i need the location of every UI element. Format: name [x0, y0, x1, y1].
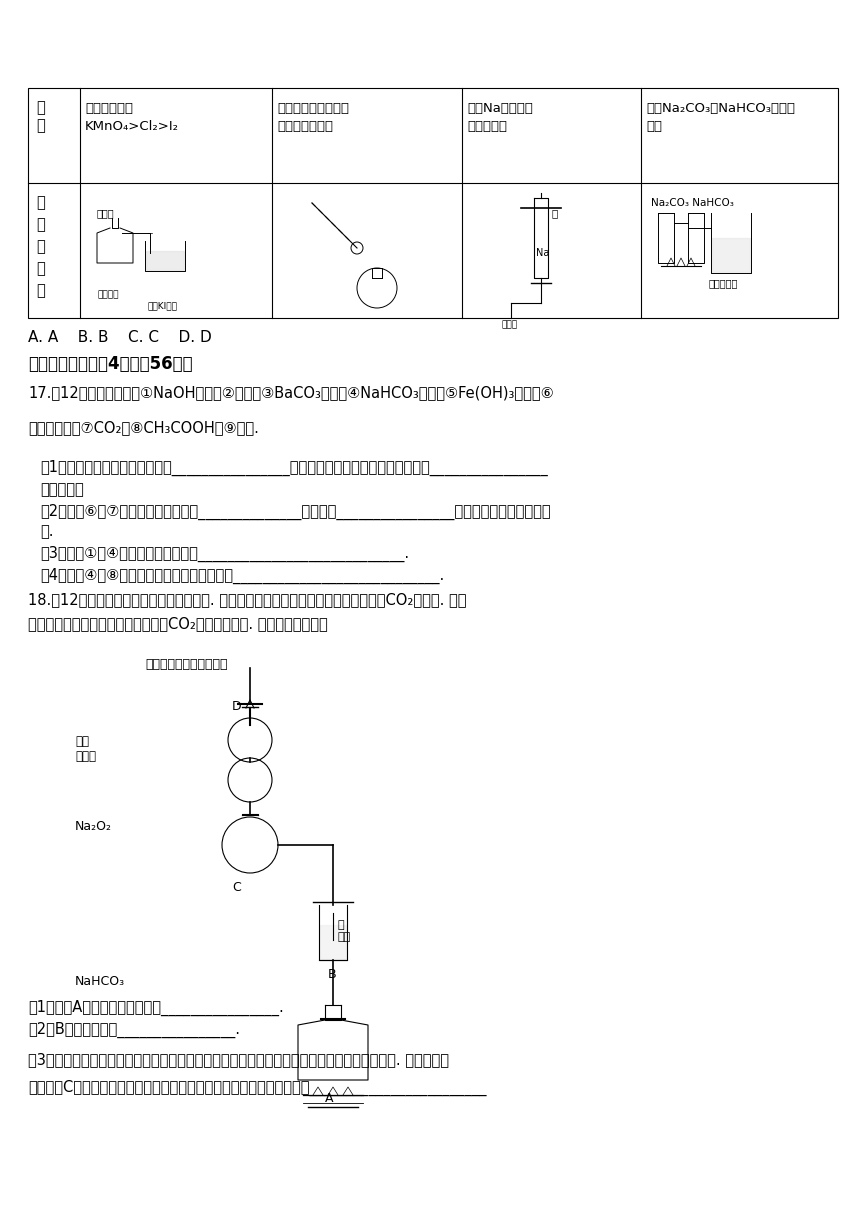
- Text: 置: 置: [36, 216, 45, 232]
- Text: 点燃的蚊香（下端点燃）: 点燃的蚊香（下端点燃）: [145, 658, 228, 671]
- Text: A. A    B. B    C. C    D. D: A. A B. B C. C D. D: [28, 330, 212, 345]
- Text: KMnO₄>Cl₂>I₂: KMnO₄>Cl₂>I₂: [85, 120, 179, 133]
- Text: （2）B装置的作用是________________.: （2）B装置的作用是________________.: [28, 1021, 240, 1038]
- Text: （1）写出A中反应的化学方程式________________.: （1）写出A中反应的化学方程式________________.: [28, 1000, 284, 1017]
- Text: NaHCO₃: NaHCO₃: [75, 975, 125, 987]
- Text: 的: 的: [36, 118, 45, 133]
- Text: 18.（12分）过氧化钠常作漂白剂、消毒剂. 过氧化钠经常因为保存不当容易吸收空气中CO₂而变质. 某课: 18.（12分）过氧化钠常作漂白剂、消毒剂. 过氧化钠经常因为保存不当容易吸收空…: [28, 592, 466, 607]
- Text: 应.: 应.: [40, 524, 53, 539]
- Text: 氧化钠固体；⑦CO₂；⑧CH₃COOH；⑨蔗糖.: 氧化钠固体；⑦CO₂；⑧CH₃COOH；⑨蔗糖.: [28, 420, 259, 435]
- Text: 澄清石灰水: 澄清石灰水: [709, 278, 739, 288]
- Text: 或: 或: [36, 240, 45, 254]
- Text: 双球: 双球: [75, 734, 89, 748]
- Text: 目: 目: [36, 100, 45, 116]
- Text: （3）观察到的实验现象：双球干燥管内淡黄色粉末逐渐转变为白色，点燃的蚊香燃烧更加剧烈. 请根据实验: （3）观察到的实验现象：双球干燥管内淡黄色粉末逐渐转变为白色，点燃的蚊香燃烧更加…: [28, 1052, 449, 1066]
- Text: 高锰酸钾: 高锰酸钾: [97, 289, 119, 299]
- Text: Na: Na: [536, 248, 550, 258]
- Bar: [28, 88, 838, 319]
- Text: 浓
硫酸: 浓 硫酸: [338, 921, 351, 941]
- Text: 作: 作: [36, 283, 45, 298]
- Text: B: B: [328, 968, 336, 981]
- Text: 外小组欲用以下装置探究过氧化钠与CO₂反应后的产物. 试回答下列问题：: 外小组欲用以下装置探究过氧化钠与CO₂反应后的产物. 试回答下列问题：: [28, 617, 328, 631]
- Text: （4）写出④与⑧的水溶液反应的离子方程式：____________________________.: （4）写出④与⑧的水溶液反应的离子方程式：___________________…: [40, 568, 445, 584]
- Text: 探究氧化性：: 探究氧化性：: [85, 102, 133, 116]
- Text: 用铁丝醮取碳酸钾溶: 用铁丝醮取碳酸钾溶: [277, 102, 349, 116]
- Text: 液盐酸: 液盐酸: [97, 208, 114, 218]
- Text: 比较Na₂CO₃与NaHCO₃的热稳: 比较Na₂CO₃与NaHCO₃的热稳: [646, 102, 795, 116]
- Text: （1）以上物质中属于电解质的是________________（填序号）；以上属于非电解质的是________________: （1）以上物质中属于电解质的是________________（填序号）；以上属…: [40, 460, 548, 477]
- Text: 操: 操: [36, 261, 45, 276]
- Text: 定性: 定性: [646, 120, 662, 133]
- Text: 干燥管: 干燥管: [75, 750, 96, 762]
- Text: 水: 水: [551, 208, 557, 218]
- Text: D: D: [232, 700, 242, 713]
- Text: 为放热反应: 为放热反应: [467, 120, 507, 133]
- Text: 17.（12分）以下物质：①NaOH溶液；②液氨；③BaCO₃固体；④NaHCO₃溶液；⑤Fe(OH)₃胶体；⑥: 17.（12分）以下物质：①NaOH溶液；②液氨；③BaCO₃固体；④NaHCO…: [28, 385, 554, 400]
- Text: （3）写出①和④反应的离子方程式：____________________________.: （3）写出①和④反应的离子方程式：_______________________…: [40, 546, 409, 562]
- Text: 验证Na和水反应: 验证Na和水反应: [467, 102, 533, 116]
- Text: 淀粉KI溶液: 淀粉KI溶液: [147, 302, 177, 310]
- Text: （填序号）: （填序号）: [40, 482, 83, 497]
- Text: C: C: [232, 882, 241, 894]
- Text: Na₂CO₃ NaHCO₃: Na₂CO₃ NaHCO₃: [651, 198, 734, 208]
- Text: 现象写出C装置的化学方程式，并用双线桥标出电子转移的方向和数目：________________________: 现象写出C装置的化学方程式，并用双线桥标出电子转移的方向和数目：________…: [28, 1080, 487, 1096]
- Text: （2）写出⑥和⑦反应的化学方程式：______________，该反应________________（属于或不属于）离子反: （2）写出⑥和⑦反应的化学方程式：______________，该反应_____…: [40, 503, 550, 520]
- Text: 液进行焰色试验: 液进行焰色试验: [277, 120, 333, 133]
- Text: 二、非选择题（共4题，共56分）: 二、非选择题（共4题，共56分）: [28, 355, 193, 373]
- Text: 红酚水: 红酚水: [501, 320, 517, 330]
- Text: A: A: [325, 1092, 334, 1105]
- Text: Na₂O₂: Na₂O₂: [75, 820, 112, 833]
- Text: 装: 装: [36, 195, 45, 210]
